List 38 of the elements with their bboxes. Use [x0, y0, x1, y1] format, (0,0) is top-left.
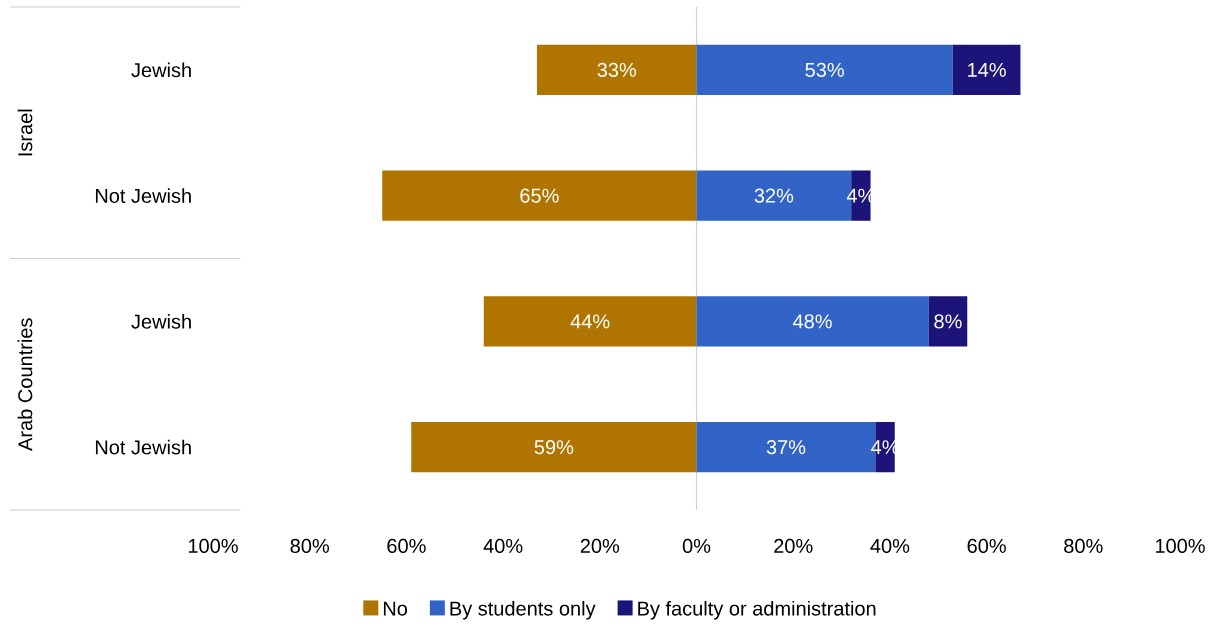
x-tick-label: 20% [580, 538, 620, 554]
legend-label: By faculty or administration [638, 600, 876, 620]
bar [696, 44, 953, 96]
bar [696, 296, 929, 347]
legend-label: By students only [450, 600, 596, 620]
bar [382, 170, 697, 221]
x-tick-label: 80% [290, 538, 330, 554]
data-label: 37% [766, 440, 806, 455]
x-tick-label: 80% [1064, 538, 1103, 554]
x-tick-label: 20% [774, 538, 813, 554]
y-tick-label: Not Jewish [95, 439, 191, 455]
bar [536, 44, 697, 96]
y-tick-label: Not Jewish [95, 188, 191, 203]
data-label: 44% [570, 314, 610, 329]
y-tick-label: Jewish [131, 62, 191, 78]
data-label: 48% [792, 314, 832, 329]
x-tick-label: 40% [870, 538, 910, 554]
bar [483, 296, 697, 347]
data-label: 33% [597, 62, 637, 77]
legend-label: No [383, 601, 408, 616]
y-tick-label: Jewish [131, 314, 191, 329]
data-label: 59% [534, 440, 574, 455]
x-tick-label: 60% [967, 538, 1006, 554]
x-tick-label: 100% [1155, 538, 1205, 554]
text: Arab Countries [17, 318, 33, 451]
x-tick-label: 60% [387, 538, 426, 554]
x-tick-label: 0% [682, 538, 711, 554]
data-label: 65% [520, 188, 559, 203]
x-tick-label: 40% [483, 538, 523, 554]
data-label: 53% [805, 62, 844, 77]
data-label: 8% [934, 314, 962, 329]
text: Israel [17, 109, 33, 156]
bar [928, 296, 968, 347]
data-label: 32% [754, 188, 794, 203]
bar [411, 421, 697, 473]
bar [952, 44, 1021, 96]
x-tick-label: 100% [188, 538, 238, 554]
data-label: 14% [968, 62, 1006, 77]
